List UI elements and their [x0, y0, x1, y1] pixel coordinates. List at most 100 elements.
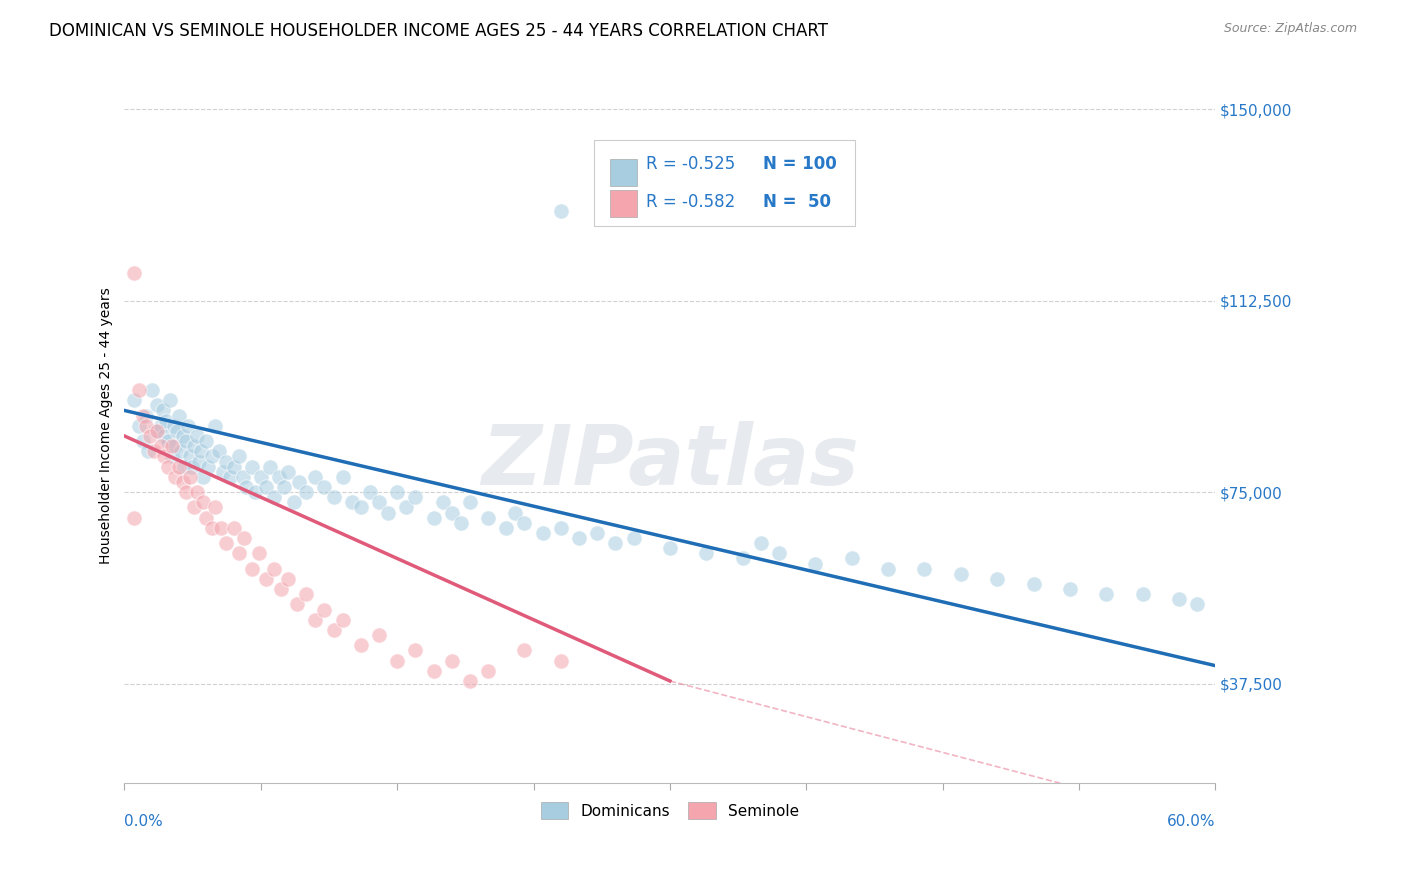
Point [695, 546, 717, 560]
Point [211, 465, 233, 479]
Point [263, 562, 285, 576]
Point [550, 204, 572, 219]
Point [201, 450, 224, 464]
Point [505, 506, 527, 520]
Point [385, 654, 408, 668]
Point [219, 470, 242, 484]
Point [183, 500, 205, 515]
Point [179, 450, 201, 464]
Point [142, 444, 165, 458]
Point [135, 418, 157, 433]
Point [172, 475, 194, 489]
Point [332, 613, 354, 627]
Point [322, 490, 344, 504]
Y-axis label: Householder Income Ages 25 - 44 years: Householder Income Ages 25 - 44 years [100, 287, 114, 564]
Point [450, 516, 472, 530]
Text: DOMINICAN VS SEMINOLE HOUSEHOLDER INCOME AGES 25 - 44 YEARS CORRELATION CHART: DOMINICAN VS SEMINOLE HOUSEHOLDER INCOME… [49, 22, 828, 40]
Point [550, 654, 572, 668]
Point [440, 506, 463, 520]
Point [191, 495, 214, 509]
Point [283, 495, 305, 509]
Point [208, 444, 231, 458]
Point [166, 424, 188, 438]
Point [174, 434, 197, 448]
Text: R = -0.525: R = -0.525 [645, 154, 735, 172]
Point [145, 424, 167, 438]
Point [340, 495, 363, 509]
Text: Source: ZipAtlas.com: Source: ZipAtlas.com [1223, 22, 1357, 36]
Point [136, 444, 159, 458]
Bar [593, 140, 855, 226]
Point [458, 495, 481, 509]
Point [186, 429, 208, 443]
Point [153, 429, 176, 443]
Point [222, 521, 245, 535]
Point [254, 480, 277, 494]
Point [240, 562, 263, 576]
Point [259, 459, 281, 474]
Point [263, 490, 285, 504]
Point [422, 510, 444, 524]
Bar [610, 190, 637, 217]
Point [141, 383, 163, 397]
Point [623, 531, 645, 545]
Point [495, 521, 517, 535]
Point [804, 557, 827, 571]
Point [513, 643, 536, 657]
Point [152, 403, 174, 417]
Point [949, 566, 972, 581]
Point [131, 409, 153, 423]
Point [350, 638, 373, 652]
Point [135, 409, 157, 423]
Text: 60.0%: 60.0% [1167, 814, 1215, 830]
Point [170, 444, 193, 458]
Point [749, 536, 772, 550]
Point [215, 536, 238, 550]
Text: N = 100: N = 100 [762, 154, 837, 172]
Point [177, 418, 200, 433]
Point [332, 470, 354, 484]
Point [304, 470, 326, 484]
Point [477, 664, 499, 678]
Point [440, 654, 463, 668]
Point [295, 485, 318, 500]
Text: 0.0%: 0.0% [125, 814, 163, 830]
Point [986, 572, 1008, 586]
Point [314, 480, 336, 494]
Point [912, 562, 935, 576]
Text: ZIPatlas: ZIPatlas [481, 421, 859, 502]
Point [550, 521, 572, 535]
Point [209, 521, 232, 535]
Point [183, 439, 205, 453]
Point [404, 490, 426, 504]
Point [228, 450, 250, 464]
Text: N =  50: N = 50 [762, 194, 831, 211]
Point [368, 628, 391, 642]
Point [232, 470, 254, 484]
Point [201, 521, 224, 535]
Point [165, 439, 187, 453]
Point [404, 643, 426, 657]
Point [157, 459, 180, 474]
Point [1132, 587, 1154, 601]
Point [149, 439, 172, 453]
Point [1168, 592, 1191, 607]
Point [122, 510, 145, 524]
Point [1059, 582, 1081, 596]
Point [731, 551, 754, 566]
Point [877, 562, 900, 576]
Point [167, 409, 190, 423]
Point [162, 418, 184, 433]
Text: R = -0.582: R = -0.582 [645, 194, 735, 211]
Point [432, 495, 454, 509]
Point [1095, 587, 1118, 601]
Point [422, 664, 444, 678]
Point [1022, 577, 1045, 591]
Point [267, 470, 290, 484]
Point [228, 546, 250, 560]
Point [513, 516, 536, 530]
Point [586, 525, 609, 540]
Point [204, 500, 226, 515]
Point [179, 470, 201, 484]
Point [295, 587, 318, 601]
